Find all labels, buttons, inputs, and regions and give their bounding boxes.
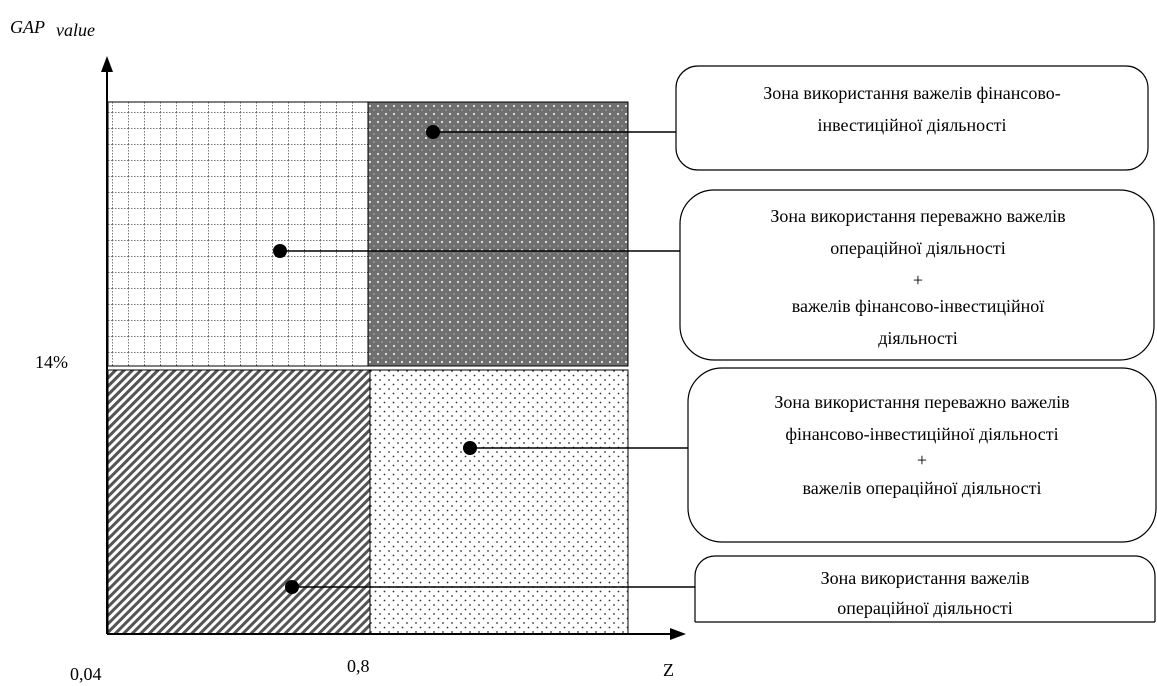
callout-text: Зона використання важелів (821, 568, 1030, 588)
zone-marker (463, 441, 477, 455)
callout-text: інвестиційної діяльності (818, 115, 1007, 135)
y-tick-label: 14% (35, 352, 68, 372)
x-tick-label: 0,8 (347, 656, 370, 676)
callout-text: діяльності (878, 328, 958, 348)
zone-area (107, 101, 369, 367)
callout-text: операційної діяльності (830, 238, 1006, 258)
y-arrow (101, 56, 113, 72)
zone-marker (273, 244, 287, 258)
x-tick-label: 0,04 (70, 664, 102, 684)
callout-text: важелів операційної діяльності (802, 478, 1041, 498)
callout-clip: Зона використання важелів операційної ді… (694, 555, 1156, 622)
connectors (280, 131, 695, 588)
callout-box (675, 65, 1149, 171)
callout-text: + (913, 270, 923, 290)
zone-marker (285, 580, 299, 594)
y-axis-label-sub: value (56, 20, 95, 40)
y-axis-label: GAP (10, 17, 45, 37)
callout-text: + (917, 450, 927, 470)
callout-box (687, 367, 1157, 543)
x-axis-label: Z (663, 660, 674, 680)
x-arrow (670, 628, 686, 640)
zone-marker (426, 125, 440, 139)
callout-text: операційної діяльності (837, 598, 1013, 618)
callout-text: Зона використання важелів фінансово- (763, 83, 1061, 103)
zone-area (367, 101, 629, 367)
zone-area (369, 369, 629, 635)
callout-box (694, 555, 1156, 622)
zone-area (107, 369, 371, 635)
callout-text: Зона використання переважно важелів (770, 206, 1065, 226)
callout-text: важелів фінансово-інвестиційної (792, 296, 1045, 316)
callout-box (679, 189, 1155, 361)
callout-text: фінансово-інвестиційної діяльності (785, 424, 1058, 444)
callout-text: Зона використання переважно важелів (774, 392, 1069, 412)
